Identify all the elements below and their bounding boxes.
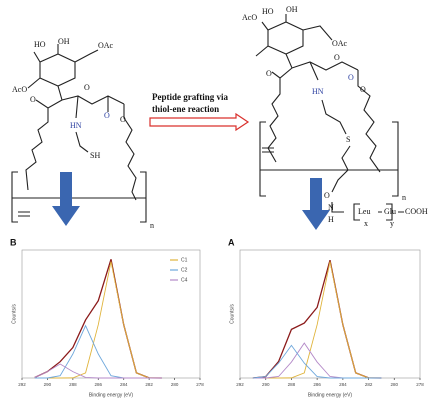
chem-label: OAc xyxy=(332,39,348,48)
x-tick-label: 284 xyxy=(120,382,128,387)
chem-label: O xyxy=(104,111,110,120)
x-tick-label: 282 xyxy=(365,382,373,387)
plot-frame xyxy=(21,249,201,379)
reaction-arrow xyxy=(149,112,250,132)
chem-label: N xyxy=(328,203,334,212)
component-line xyxy=(34,261,162,379)
chem-label: AcO xyxy=(242,13,257,22)
x-axis-label: Binding energy (eV) xyxy=(89,392,134,398)
x-tick-label: 286 xyxy=(313,382,321,387)
component-line xyxy=(252,261,382,379)
chem-label: COOH xyxy=(405,207,428,216)
chem-label: HO xyxy=(34,40,46,49)
x-tick-label: 292 xyxy=(236,382,244,387)
panel-label: A xyxy=(228,237,235,247)
x-tick-label: 280 xyxy=(391,382,399,387)
charts: B Binding energy (eV) Counts/s 292 290 288 286… xyxy=(10,237,424,398)
chem-label: OAc xyxy=(98,41,114,50)
chem-label: O xyxy=(334,53,340,62)
x-tick-label: 286 xyxy=(95,382,103,387)
chem-label: Leu xyxy=(358,207,370,216)
chem-label: O xyxy=(348,73,354,82)
legend-label: C1 xyxy=(181,257,188,263)
x-tick-label: 290 xyxy=(262,382,270,387)
x-tick-label: 288 xyxy=(69,382,77,387)
chem-label: O xyxy=(266,69,272,78)
component-line xyxy=(252,344,382,379)
x-axis-label: Binding energy (eV) xyxy=(308,392,353,398)
bonds xyxy=(255,14,404,221)
x-tick-label: 284 xyxy=(339,382,347,387)
bonds xyxy=(11,44,147,223)
legend-label: C2 xyxy=(181,267,188,273)
x-tick-label: 290 xyxy=(44,382,52,387)
chem-label: AcO xyxy=(12,85,27,94)
reaction-text: thiol-ene reaction xyxy=(152,104,219,114)
chem-label: OH xyxy=(58,37,70,46)
component-line xyxy=(34,324,162,379)
plot-frame xyxy=(239,249,421,379)
x-tick-label: 278 xyxy=(416,382,424,387)
panel-label: B xyxy=(10,237,17,247)
chem-label: HO xyxy=(262,7,274,16)
x-tick-label: 278 xyxy=(196,382,204,387)
chem-label: H xyxy=(328,215,334,224)
chem-label: O xyxy=(360,85,366,94)
chem-label: n xyxy=(150,221,154,230)
chem-label: O xyxy=(324,191,330,200)
left-structure: HO OH OAc AcO O O HN O O SH n xyxy=(11,37,154,230)
x-tick-label: 282 xyxy=(145,382,153,387)
envelope-line xyxy=(252,259,382,379)
x-tick-label: 292 xyxy=(18,382,26,387)
legend-label: C4 xyxy=(181,277,188,283)
y-axis-label: Counts/s xyxy=(11,304,17,324)
y-axis-label: Counts/s xyxy=(229,304,235,324)
component-line xyxy=(252,342,382,379)
chem-label: SH xyxy=(90,151,100,160)
chem-label: O xyxy=(84,83,90,92)
chem-label: y xyxy=(390,219,394,228)
chem-label: HN xyxy=(312,87,324,96)
right-structure: AcO HO OH OAc O O HN O O S O N H Leu x G… xyxy=(242,5,428,228)
x-tick-label: 280 xyxy=(171,382,179,387)
x-tick-label: 288 xyxy=(288,382,296,387)
down-arrow xyxy=(302,178,330,230)
chem-label: n xyxy=(402,193,406,202)
down-arrow xyxy=(52,172,80,226)
chem-label: O xyxy=(120,115,126,124)
envelope-line xyxy=(34,259,162,379)
chem-label: O xyxy=(30,95,36,104)
chem-label: x xyxy=(364,219,368,228)
chem-label: HN xyxy=(70,121,82,130)
chem-label: Glu xyxy=(384,207,396,216)
component-line xyxy=(34,363,162,379)
chem-label: S xyxy=(346,135,350,144)
reaction-text: Peptide grafting via xyxy=(152,92,228,102)
chem-label: OH xyxy=(286,5,298,14)
